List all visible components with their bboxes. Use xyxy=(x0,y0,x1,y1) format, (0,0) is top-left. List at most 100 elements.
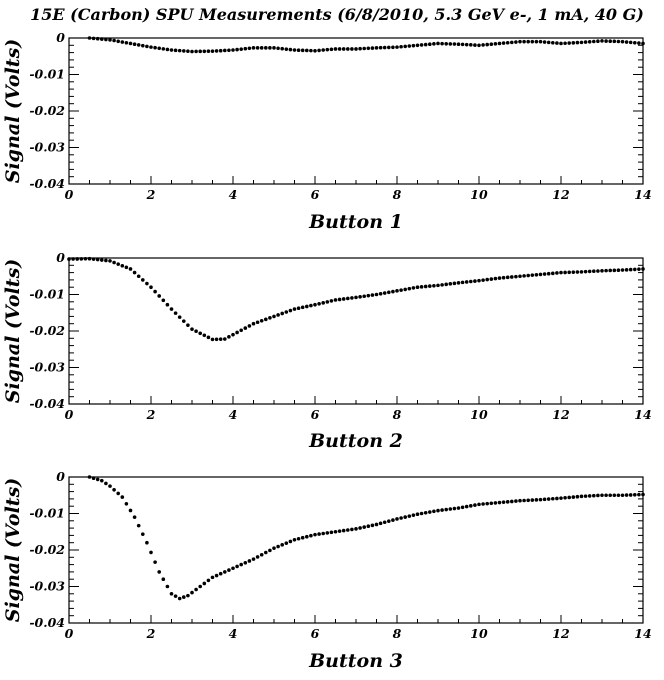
data-point xyxy=(522,274,526,278)
data-point xyxy=(362,294,367,299)
data-point xyxy=(391,289,395,294)
data-point xyxy=(415,43,420,48)
data-point xyxy=(596,269,600,273)
data-point xyxy=(546,497,551,501)
y-axis-label: Signal (Volts) xyxy=(2,259,24,404)
data-point xyxy=(395,289,399,293)
data-point xyxy=(108,484,112,488)
data-point xyxy=(329,47,334,52)
data-point xyxy=(341,528,346,533)
x-tick-label: 10 xyxy=(470,626,488,641)
data-point xyxy=(399,44,403,49)
data-point xyxy=(87,36,92,40)
data-point xyxy=(366,46,371,51)
data-point xyxy=(559,496,563,500)
data-point xyxy=(411,286,416,290)
x-tick-label: 8 xyxy=(393,407,402,422)
data-point xyxy=(403,515,408,519)
data-point xyxy=(534,272,539,277)
data-point xyxy=(415,512,420,517)
data-point xyxy=(190,327,194,331)
data-point xyxy=(223,48,227,53)
y-tick-label: -0.04 xyxy=(29,615,65,630)
data-point xyxy=(575,270,580,274)
data-point xyxy=(456,42,461,47)
data-point xyxy=(432,283,436,288)
data-point xyxy=(518,39,522,44)
data-point xyxy=(313,302,317,307)
data-point xyxy=(202,333,207,338)
data-point xyxy=(276,544,280,549)
data-point xyxy=(251,557,256,561)
data-point xyxy=(387,290,391,295)
data-point xyxy=(551,496,555,501)
data-point xyxy=(206,335,211,340)
data-point xyxy=(637,41,641,45)
data-point xyxy=(177,315,182,319)
x-tick-label: 0 xyxy=(65,187,74,202)
chart-title: 15E (Carbon) SPU Measurements (6/8/2010,… xyxy=(30,5,644,24)
data-point xyxy=(419,511,424,516)
data-point xyxy=(214,573,219,578)
data-point xyxy=(182,49,186,53)
data-point xyxy=(141,278,145,282)
data-point xyxy=(563,496,567,500)
data-point xyxy=(218,337,223,341)
data-point xyxy=(526,39,530,44)
x-tick-label: 6 xyxy=(311,626,320,641)
data-point xyxy=(112,38,116,43)
x-axis-label: Button 2 xyxy=(308,430,403,452)
data-point xyxy=(309,48,313,53)
data-point xyxy=(501,275,506,280)
data-point xyxy=(95,36,100,41)
data-point xyxy=(255,320,260,325)
data-point xyxy=(460,280,465,285)
data-point xyxy=(616,493,621,498)
data-point xyxy=(485,277,490,282)
axis-ticks: 0 2 4 6 8 10 12 14 0 -0.01 -0.02 -0.03 -0.04 xyxy=(29,469,651,641)
data-point xyxy=(280,543,285,547)
data-point xyxy=(223,337,227,341)
data-point xyxy=(620,493,625,498)
data-point xyxy=(493,276,498,281)
data-point xyxy=(407,286,412,291)
y-tick-label: -0.04 xyxy=(29,176,65,191)
data-point xyxy=(428,284,432,288)
data-point xyxy=(583,494,588,498)
data-point xyxy=(411,513,416,517)
data-point xyxy=(637,492,641,497)
data-point xyxy=(210,337,215,342)
data-point xyxy=(255,46,260,50)
x-axis-label: Button 3 xyxy=(308,650,403,672)
data-point xyxy=(628,493,633,497)
data-point xyxy=(624,40,629,44)
data-point xyxy=(493,501,498,505)
data-point xyxy=(194,587,198,592)
data-point xyxy=(374,46,379,50)
data-point xyxy=(75,257,79,261)
y-tick-label: -0.01 xyxy=(29,67,65,82)
data-point xyxy=(231,332,235,337)
data-point xyxy=(235,330,239,335)
data-point xyxy=(67,257,71,261)
plot-frame xyxy=(68,257,644,405)
data-point xyxy=(169,592,174,596)
data-point xyxy=(497,41,502,46)
data-point xyxy=(378,45,383,50)
data-point xyxy=(218,48,223,53)
y-tick-label: -0.02 xyxy=(29,323,65,338)
data-point xyxy=(309,533,313,538)
data-point xyxy=(333,47,338,51)
data-point xyxy=(489,277,494,281)
data-point xyxy=(296,48,301,52)
data-point xyxy=(313,532,317,537)
x-tick-label: 6 xyxy=(311,407,320,422)
data-point xyxy=(505,500,510,504)
data-point xyxy=(231,566,235,571)
data-point xyxy=(382,520,387,525)
data-point xyxy=(227,335,231,339)
data-point xyxy=(571,495,576,499)
data-point xyxy=(510,275,514,279)
y-tick-label: 0 xyxy=(56,469,65,484)
